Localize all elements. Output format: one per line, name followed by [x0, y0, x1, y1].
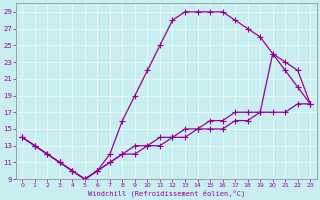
- X-axis label: Windchill (Refroidissement éolien,°C): Windchill (Refroidissement éolien,°C): [88, 189, 245, 197]
